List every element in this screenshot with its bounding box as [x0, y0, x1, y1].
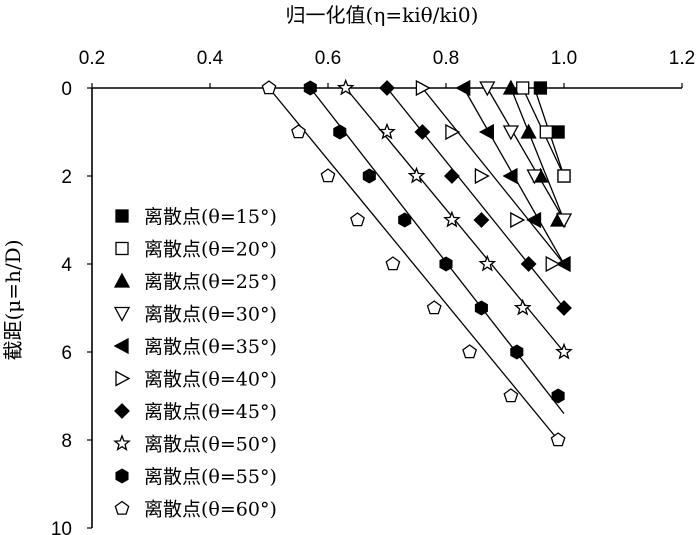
point-series-8 [443, 210, 461, 228]
point-series-9 [439, 256, 453, 272]
x-tick-label: 0.4 [197, 48, 224, 69]
point-series-10 [550, 432, 566, 447]
point-series-3 [502, 79, 519, 95]
legend-marker-3 [113, 272, 131, 288]
point-series-3 [520, 123, 537, 139]
point-series-9 [333, 124, 347, 140]
legend-label-9: 离散点(θ=55°) [144, 466, 277, 488]
x-axis-title: 归一化值(η=kiθ/ki0) [286, 3, 479, 27]
legend-marker-1 [115, 209, 129, 223]
y-tick-label: 8 [61, 431, 72, 452]
point-series-8 [407, 166, 426, 184]
point-series-6 [545, 255, 561, 273]
legend-marker-9 [115, 468, 129, 484]
point-series-10 [350, 212, 365, 227]
point-series-8 [513, 298, 532, 316]
legend-marker-6 [115, 370, 131, 387]
y-tick-label: 0 [61, 79, 72, 100]
point-series-2 [516, 81, 530, 95]
point-series-6 [415, 79, 431, 97]
point-series-4 [555, 213, 573, 229]
point-series-10 [320, 168, 336, 183]
data-markers [261, 78, 573, 447]
point-series-8 [555, 342, 573, 360]
point-series-2 [557, 169, 571, 183]
legend-marker-10 [114, 500, 130, 515]
point-series-10 [291, 124, 306, 139]
point-series-9 [362, 168, 376, 184]
fit-line-10 [268, 87, 559, 441]
legend-label-7: 离散点(θ=45°) [144, 401, 277, 423]
point-series-5 [502, 167, 518, 185]
axes: 0.2 0.4 0.6 0.8 1.0 1.2 0 2 4 6 8 10 归一化值(η=kiθ/ki0)… [1, 3, 695, 535]
legend-label-1: 离散点(θ=15°) [144, 206, 277, 228]
point-series-7 [414, 124, 431, 140]
y-tick-label: 2 [61, 167, 72, 188]
y-tick-label: 10 [51, 519, 72, 535]
legend-marker-7 [114, 403, 130, 419]
point-series-7 [379, 80, 395, 96]
point-series-7 [473, 212, 490, 228]
legend-label-2: 离散点(θ=20°) [144, 239, 277, 261]
legend-marker-8 [113, 434, 131, 452]
point-series-8 [336, 78, 355, 96]
y-tick-label: 4 [61, 255, 72, 276]
legend-label-5: 离散点(θ=35°) [144, 336, 277, 358]
point-series-9 [510, 344, 524, 360]
y-axis-title: 截距(μ=h/D) [1, 239, 25, 360]
legend: 离散点(θ=15°) 离散点(θ=20°) 离散点(θ=25°) 离散点(θ=30°)… [113, 206, 277, 521]
fit-line-3 [510, 87, 565, 221]
point-series-5 [478, 123, 494, 141]
point-series-8 [478, 254, 497, 272]
point-series-6 [510, 211, 526, 229]
fit-line-7 [386, 87, 565, 309]
legend-label-3: 离散点(θ=25°) [144, 271, 277, 293]
point-series-9 [303, 80, 317, 96]
y-tick-label: 6 [61, 343, 72, 364]
point-series-9 [398, 212, 412, 228]
legend-label-6: 离散点(θ=40°) [144, 369, 277, 391]
point-series-10 [426, 300, 442, 315]
fit-line-9 [309, 87, 565, 414]
point-series-7 [556, 300, 572, 316]
point-series-5 [455, 79, 471, 97]
legend-label-10: 离散点(θ=60°) [144, 499, 277, 521]
fit-lines [268, 87, 565, 441]
x-tick-label: 0.8 [433, 48, 459, 69]
point-series-10 [261, 80, 277, 95]
point-series-9 [474, 300, 488, 316]
legend-marker-4 [113, 306, 131, 322]
x-tick-label: 0.6 [315, 48, 341, 69]
point-series-4 [502, 125, 519, 141]
point-series-5 [555, 255, 571, 273]
point-series-8 [378, 122, 396, 140]
x-tick-label: 1.0 [551, 48, 577, 69]
point-series-5 [526, 211, 542, 229]
point-series-7 [443, 168, 460, 184]
legend-label-4: 离散点(θ=30°) [144, 304, 277, 326]
point-series-2 [539, 125, 553, 139]
point-series-9 [551, 388, 565, 404]
point-series-1 [533, 81, 548, 95]
point-series-10 [503, 388, 519, 403]
legend-marker-5 [113, 337, 129, 355]
point-series-10 [462, 344, 478, 359]
point-series-6 [445, 123, 461, 141]
legend-label-8: 离散点(θ=50°) [144, 434, 277, 456]
point-series-4 [479, 81, 496, 97]
legend-marker-2 [115, 241, 129, 256]
x-tick-label: 0.2 [79, 48, 105, 69]
point-series-6 [474, 167, 490, 185]
point-series-7 [520, 256, 537, 272]
point-series-4 [526, 169, 543, 185]
x-tick-label: 1.2 [669, 48, 695, 69]
fit-line-6 [421, 87, 565, 265]
point-series-1 [551, 125, 565, 139]
fit-line-4 [486, 87, 565, 221]
point-series-10 [385, 256, 401, 271]
